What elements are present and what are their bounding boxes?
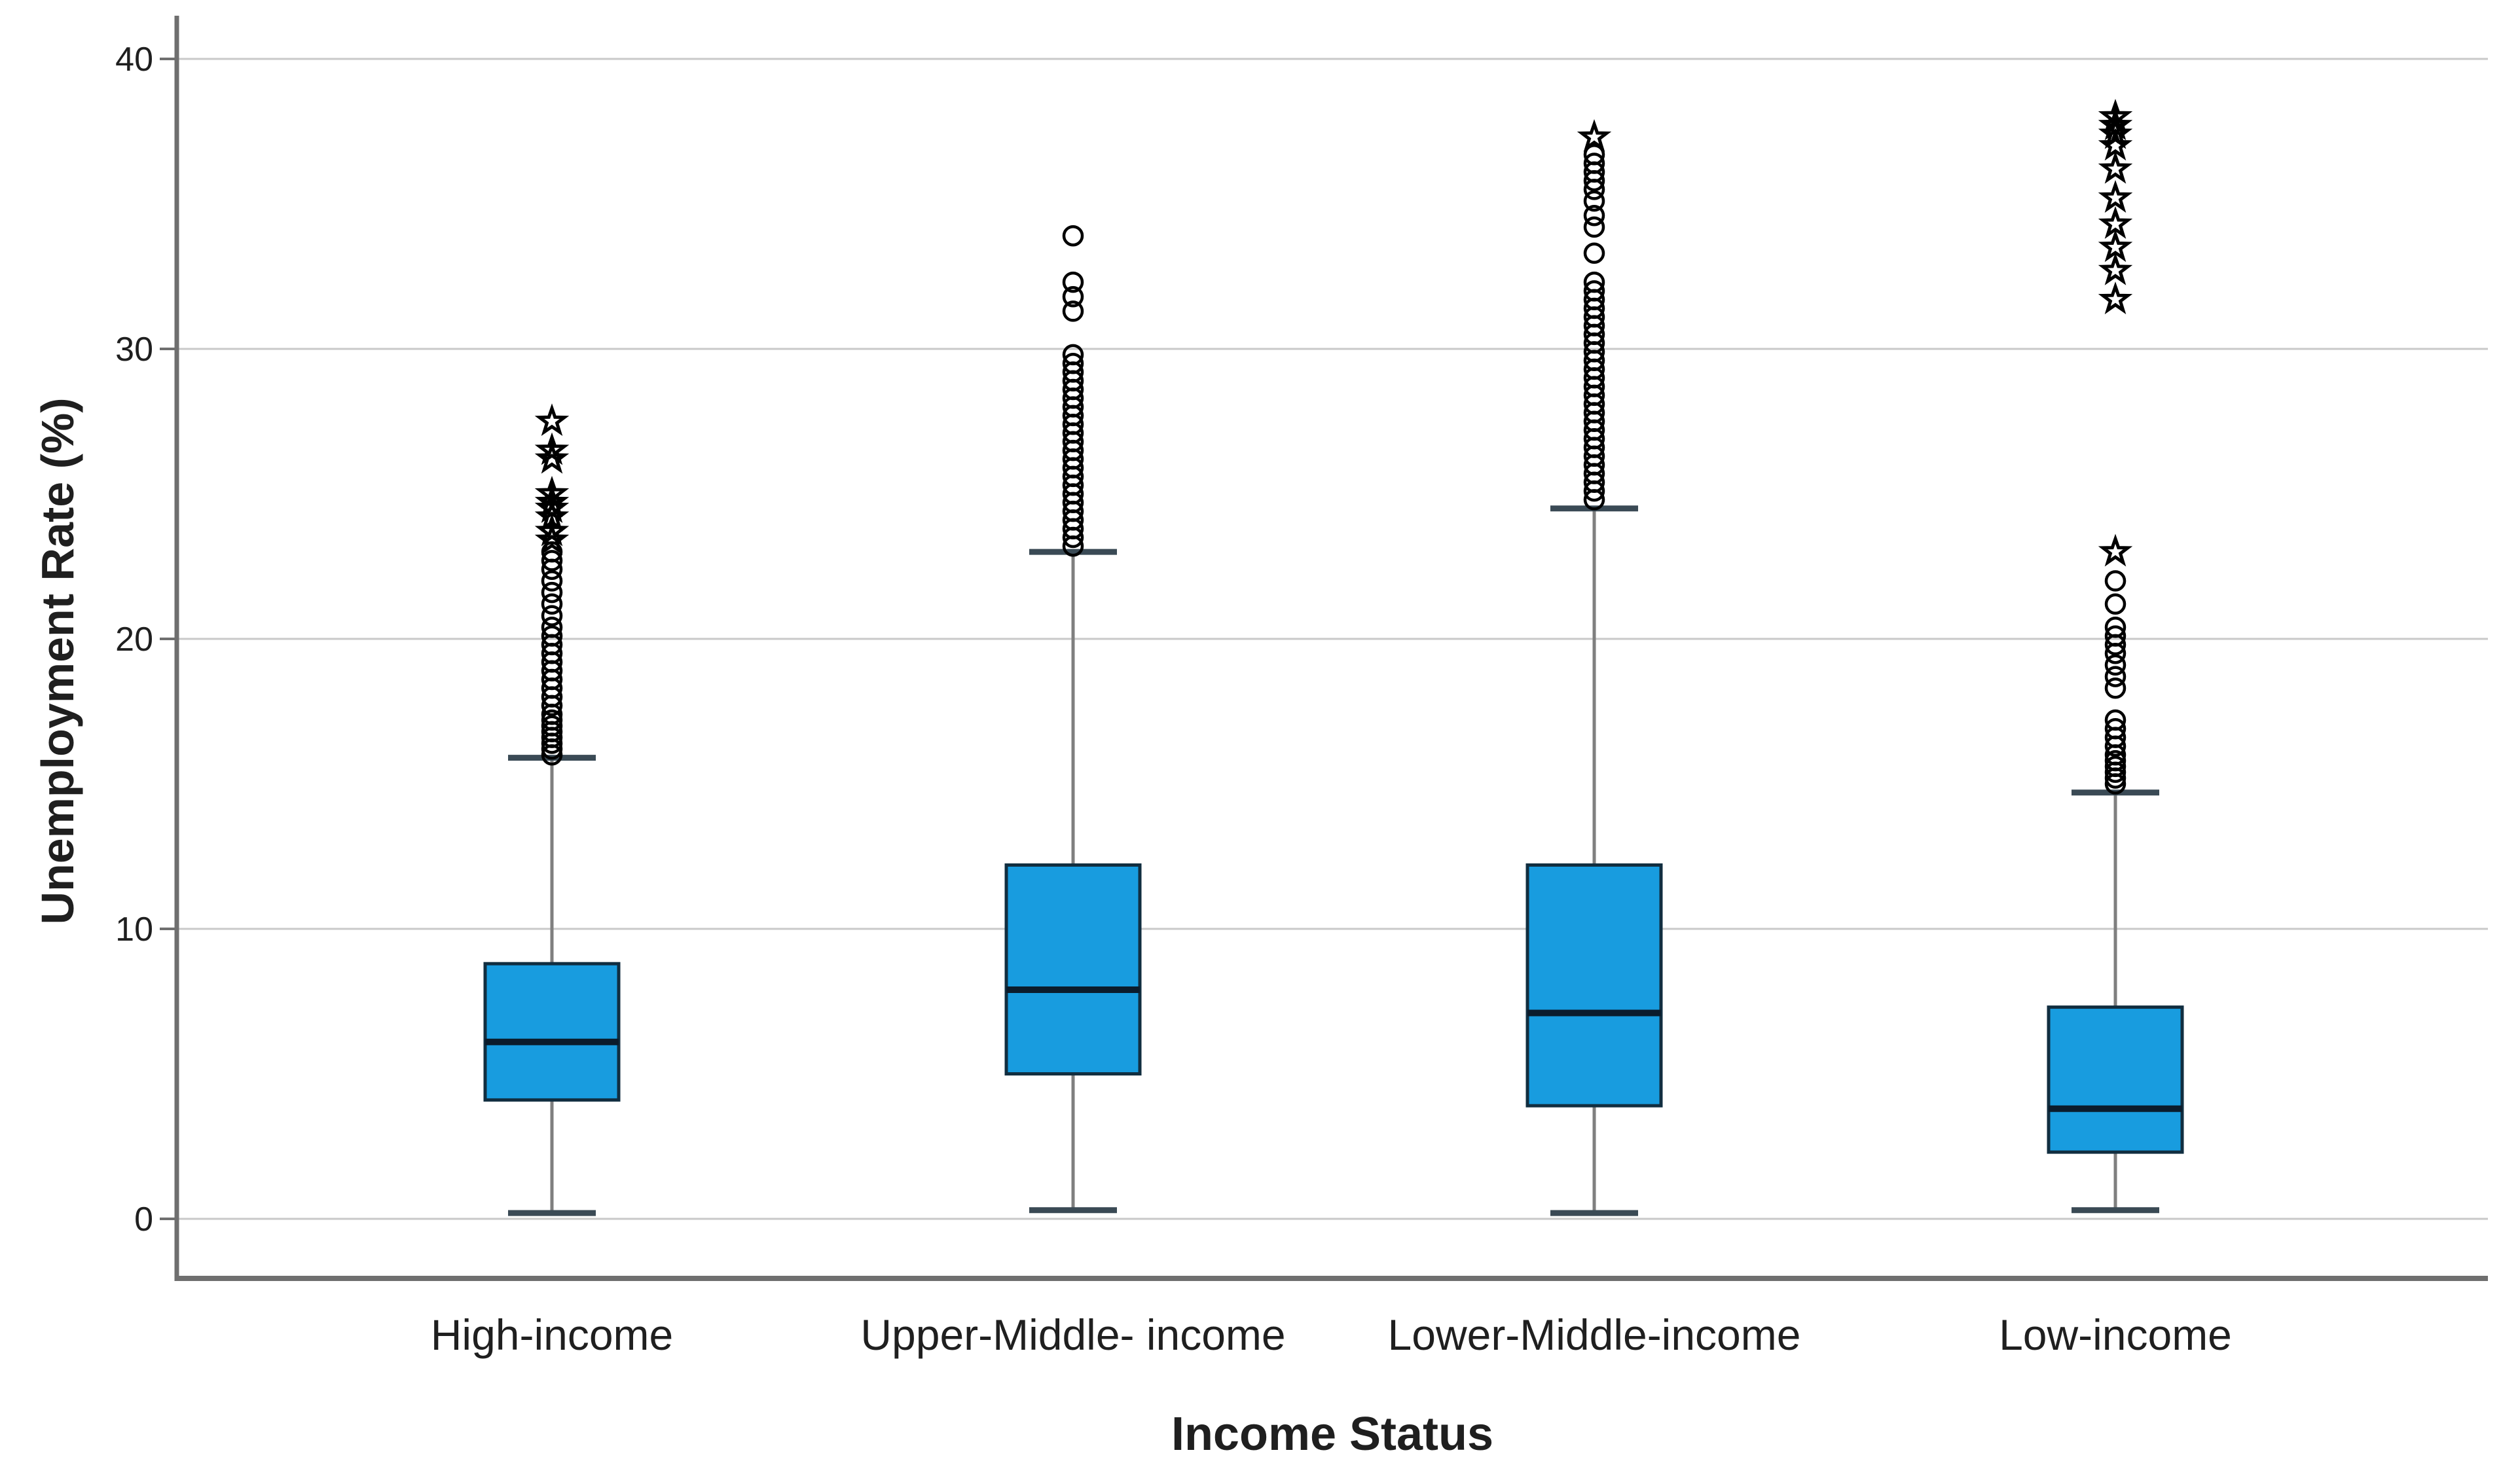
outlier-circle-low-income: [2104, 718, 2127, 740]
outlier-star-high-income: [534, 403, 570, 437]
outlier-star-high-income: [534, 522, 570, 555]
box-high-income: [483, 962, 621, 1102]
outlier-circle-high-income: [541, 617, 563, 638]
outlier-circle-lower-middle-income: [1583, 280, 1605, 302]
outlier-circle-low-income: [2104, 755, 2127, 778]
outlier-circle-lower-middle-income: [1583, 190, 1605, 212]
outlier-circle-high-income: [541, 709, 563, 731]
outlier-circle-low-income: [2104, 617, 2127, 638]
outlier-star-low-income: [2098, 206, 2133, 239]
category-label-upper-middle-income: Upper-Middle- income: [860, 1310, 1285, 1359]
outlier-circle-high-income: [541, 715, 563, 737]
category-label-lower-middle-income: Lower-Middle-income: [1388, 1310, 1801, 1359]
outlier-star-lower-middle-income: [1577, 118, 1612, 152]
outlier-circle-high-income: [541, 570, 563, 592]
outlier-circle-low-income: [2104, 677, 2127, 699]
outlier-circle-upper-middle-income: [1062, 300, 1084, 322]
y-tick-label-0: 0: [134, 1201, 153, 1238]
outlier-star-low-income: [2098, 533, 2133, 567]
outlier-star-high-income: [534, 475, 570, 509]
outlier-star-low-income: [2098, 151, 2133, 184]
category-label-high-income: High-income: [431, 1310, 673, 1359]
y-tick-label-20: 20: [115, 621, 153, 659]
outlier-circle-upper-middle-income: [1062, 352, 1084, 374]
y-tick-label-40: 40: [115, 41, 153, 79]
outlier-circle-high-income: [541, 625, 563, 647]
outlier-star-high-income: [534, 441, 570, 474]
outlier-star-high-income: [534, 484, 570, 518]
outlier-circle-lower-middle-income: [1583, 143, 1605, 166]
outlier-circle-high-income: [541, 550, 563, 571]
outlier-circle-upper-middle-income: [1062, 225, 1084, 247]
outlier-star-low-income: [2098, 179, 2133, 213]
box-lower-middle-income: [1525, 863, 1663, 1108]
outlier-circle-low-income: [2104, 750, 2127, 772]
outlier-star-low-income: [2098, 252, 2133, 285]
outlier-circle-low-income: [2104, 593, 2127, 615]
x-axis-title: Income Status: [1171, 1408, 1494, 1460]
y-tick-label-10: 10: [115, 911, 153, 948]
outlier-star-low-income: [2098, 281, 2133, 315]
outlier-circle-lower-middle-income: [1583, 271, 1605, 293]
box-upper-middle-income: [1004, 863, 1142, 1075]
box-low-income: [2047, 1005, 2184, 1154]
outlier-circle-upper-middle-income: [1062, 271, 1084, 293]
outlier-circle-lower-middle-income: [1583, 204, 1605, 226]
outlier-circle-upper-middle-income: [1062, 344, 1084, 366]
outlier-circle-high-income: [541, 581, 563, 604]
outlier-circle-lower-middle-income: [1583, 242, 1605, 264]
outlier-circle-low-income: [2104, 666, 2127, 687]
y-axis-title: Unemployment Rate (%): [32, 397, 83, 925]
outlier-circle-low-income: [2104, 570, 2127, 592]
outlier-star-low-income: [2098, 98, 2133, 132]
outlier-star-low-income: [2098, 229, 2133, 262]
outlier-circle-low-income: [2104, 709, 2127, 731]
outlier-circle-upper-middle-income: [1062, 286, 1084, 308]
category-label-low-income: Low-income: [1999, 1310, 2232, 1359]
outlier-circle-lower-middle-income: [1583, 153, 1605, 174]
outlier-star-low-income: [2098, 107, 2133, 141]
y-tick-label-30: 30: [115, 331, 153, 369]
outlier-star-low-income: [2098, 128, 2133, 161]
outlier-circle-low-income: [2104, 654, 2127, 676]
outlier-circle-low-income: [2104, 625, 2127, 647]
outlier-star-high-income: [534, 432, 570, 465]
outlier-circle-high-income: [541, 605, 563, 626]
outlier-circle-lower-middle-income: [1583, 216, 1605, 238]
outlier-circle-high-income: [541, 593, 563, 615]
